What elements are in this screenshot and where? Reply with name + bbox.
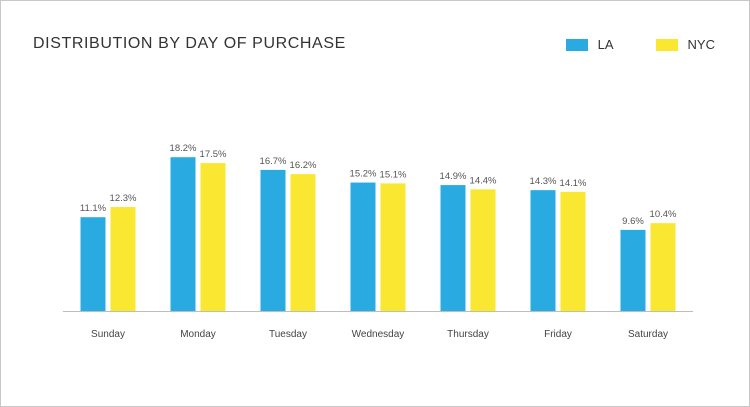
- legend-item-nyc: NYC: [655, 37, 715, 52]
- legend-label-nyc: NYC: [687, 37, 715, 52]
- data-label-la-sunday: 11.1%: [80, 203, 107, 214]
- chart-title: DISTRIBUTION BY DAY OF PURCHASE: [33, 35, 346, 52]
- bar-nyc-monday: [200, 163, 226, 311]
- bar-nyc-tuesday: [290, 174, 316, 311]
- legend-label-la: LA: [597, 37, 614, 52]
- x-tick-label-monday: Monday: [180, 329, 216, 340]
- bar-nyc-thursday: [470, 189, 496, 311]
- x-tick-label-friday: Friday: [544, 329, 572, 340]
- legend-swatch-la: [565, 38, 588, 51]
- data-label-la-monday: 18.2%: [170, 143, 197, 154]
- x-tick-label-saturday: Saturday: [628, 329, 668, 340]
- bar-la-saturday: [620, 229, 646, 311]
- legend-item-la: LA: [565, 37, 614, 52]
- bar-la-thursday: [440, 185, 466, 311]
- data-label-nyc-monday: 17.5%: [200, 149, 227, 160]
- bar-nyc-wednesday: [380, 183, 406, 311]
- bar-la-monday: [170, 157, 196, 311]
- data-label-la-wednesday: 15.2%: [350, 169, 377, 180]
- bar-la-tuesday: [260, 169, 286, 311]
- data-label-la-friday: 14.3%: [530, 176, 557, 187]
- data-label-nyc-wednesday: 15.1%: [380, 169, 407, 180]
- data-label-nyc-saturday: 10.4%: [650, 209, 677, 220]
- data-label-la-thursday: 14.9%: [440, 171, 467, 182]
- bar-la-sunday: [80, 217, 106, 311]
- data-label-nyc-sunday: 12.3%: [110, 193, 137, 204]
- data-label-nyc-tuesday: 16.2%: [290, 160, 317, 171]
- x-tick-label-tuesday: Tuesday: [269, 329, 307, 340]
- x-tick-label-wednesday: Wednesday: [352, 329, 405, 340]
- x-tick-label-thursday: Thursday: [447, 329, 489, 340]
- data-label-la-saturday: 9.6%: [622, 216, 644, 227]
- data-label-nyc-friday: 14.1%: [560, 178, 587, 189]
- chart-legend: LA NYC: [524, 37, 715, 52]
- data-label-la-tuesday: 16.7%: [260, 156, 287, 167]
- x-tick-label-sunday: Sunday: [91, 329, 125, 340]
- data-label-nyc-thursday: 14.4%: [470, 175, 497, 186]
- bar-nyc-saturday: [650, 223, 676, 311]
- legend-swatch-nyc: [655, 38, 678, 51]
- bar-nyc-sunday: [110, 207, 136, 311]
- bar-la-wednesday: [350, 182, 376, 311]
- bar-nyc-friday: [560, 191, 586, 311]
- bar-la-friday: [530, 190, 556, 311]
